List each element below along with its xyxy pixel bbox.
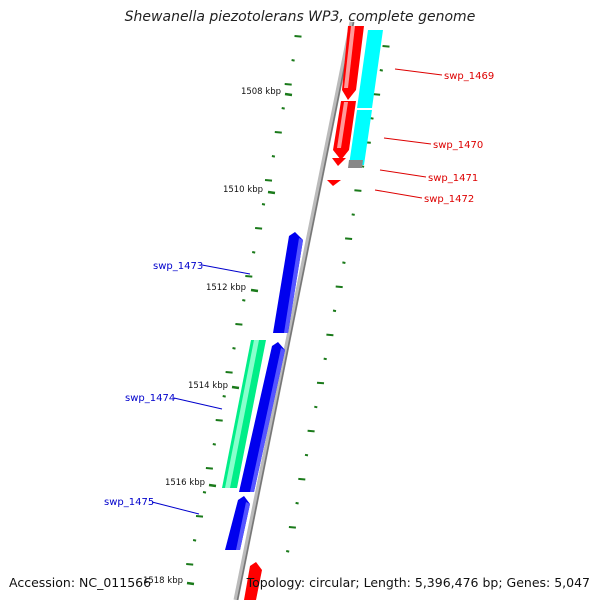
outer-tick xyxy=(316,381,325,385)
inner-tick xyxy=(281,107,285,110)
outer-tick xyxy=(351,213,355,216)
inner-tick xyxy=(202,491,207,494)
ruler-label-1512: 1512 kbp xyxy=(206,283,246,293)
gene-red-bottom[interactable] xyxy=(244,562,262,600)
gene-swp-1469-highlight xyxy=(344,26,355,88)
inner-tick xyxy=(212,443,216,446)
label-swp-1471[interactable]: swp_1471 xyxy=(428,173,478,184)
leader-swp-1473 xyxy=(201,264,251,275)
label-swp-1470[interactable]: swp_1470 xyxy=(433,140,483,151)
ruler-label-1510: 1510 kbp xyxy=(223,185,263,195)
leader-swp-1471 xyxy=(379,169,427,178)
outer-tick xyxy=(286,550,290,553)
outer-tick xyxy=(379,69,383,72)
gene-cyan-1[interactable] xyxy=(357,30,383,108)
outer-tick xyxy=(298,477,306,481)
genome-backbone xyxy=(233,21,355,600)
gene-swp-1471[interactable] xyxy=(332,158,346,166)
inner-tick xyxy=(271,155,276,158)
leader-swp-1475 xyxy=(151,501,200,515)
inner-tick xyxy=(274,131,282,134)
inner-tick xyxy=(225,371,233,374)
inner-tick xyxy=(215,419,223,422)
inner-tick xyxy=(186,563,194,566)
outer-tick xyxy=(314,405,318,409)
outer-tick xyxy=(288,526,296,529)
gene-swp-1472[interactable] xyxy=(327,180,341,186)
leader-swp-1472 xyxy=(374,189,423,199)
gene-swp-1470-highlight xyxy=(337,102,348,148)
inner-tick xyxy=(222,395,226,398)
outer-tick xyxy=(370,117,374,120)
gene-swp-1473[interactable] xyxy=(273,232,303,333)
ruler-ticks xyxy=(186,92,293,586)
inner-tick xyxy=(205,467,213,470)
ruler-label-1508: 1508 kbp xyxy=(241,87,281,97)
label-swp-1469[interactable]: swp_1469 xyxy=(444,71,494,82)
label-swp-1472[interactable]: swp_1472 xyxy=(424,194,474,205)
outer-tick xyxy=(323,357,327,361)
outer-tick xyxy=(326,333,334,337)
leader-swp-1470 xyxy=(383,137,432,145)
inner-tick xyxy=(284,83,292,86)
accession-text: Accession: NC_011566 xyxy=(9,575,152,590)
label-swp-1473[interactable]: swp_1473 xyxy=(153,261,203,272)
outer-tick xyxy=(373,93,381,96)
inner-tick xyxy=(235,323,243,326)
inner-tick xyxy=(252,251,256,254)
ruler-label-1518: 1518 kbp xyxy=(143,576,183,586)
leader-swp-1469 xyxy=(394,68,443,76)
gene-blue-2[interactable] xyxy=(239,342,285,492)
outer-tick xyxy=(345,237,353,240)
gene-cyan-2[interactable] xyxy=(349,110,372,165)
outer-tick xyxy=(342,261,346,264)
inner-tick xyxy=(264,179,273,182)
inner-tick-marks xyxy=(186,35,302,566)
gene-blue-2-shade xyxy=(250,348,285,492)
map-title: Shewanella piezotolerans WP3, complete g… xyxy=(124,9,476,25)
outer-tick xyxy=(304,453,309,457)
inner-tick xyxy=(242,299,246,302)
inner-tick xyxy=(195,515,204,518)
outer-tick xyxy=(332,309,337,313)
gene-swp-1474-highlight xyxy=(225,340,259,488)
inner-tick xyxy=(192,539,197,542)
ruler-label-1514: 1514 kbp xyxy=(188,381,228,391)
gene-swp-1475[interactable] xyxy=(225,496,250,550)
ruler-label-1516: 1516 kbp xyxy=(165,478,205,488)
gene-swp-1473-shade xyxy=(284,238,303,333)
outer-tick xyxy=(335,285,343,289)
inner-tick xyxy=(294,35,302,38)
genome-backbone-shade xyxy=(236,21,355,600)
inner-tick xyxy=(255,227,263,230)
inner-tick xyxy=(261,203,266,206)
outer-tick xyxy=(354,189,362,192)
inner-tick xyxy=(232,347,236,350)
topology-summary: Topology: circular; Length: 5,396,476 bp… xyxy=(246,575,590,590)
label-swp-1475[interactable]: swp_1475 xyxy=(104,497,154,508)
outer-tick xyxy=(295,501,299,505)
gene-swp-1475-shade xyxy=(236,502,250,550)
label-swp-1474[interactable]: swp_1474 xyxy=(125,393,175,404)
gene-cyan-edge xyxy=(348,160,363,168)
inner-tick xyxy=(245,275,253,278)
outer-tick xyxy=(382,45,390,48)
leader-swp-1474 xyxy=(173,397,223,410)
inner-tick xyxy=(291,59,295,62)
outer-tick xyxy=(307,429,315,433)
